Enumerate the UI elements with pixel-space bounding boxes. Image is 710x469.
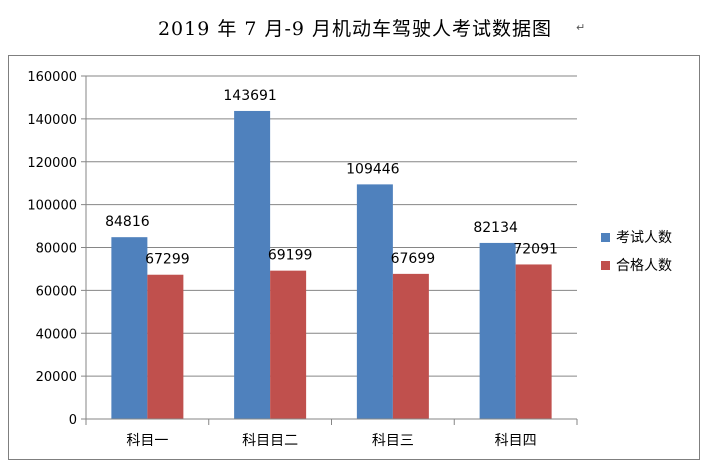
chart-area: 0 20000 40000 60000 80000 100000 120000 140000 1… [8, 55, 700, 460]
axes: 0 20000 40000 60000 80000 100000 120000 140000 1… [27, 70, 578, 449]
chart-canvas: 0 20000 40000 60000 80000 100000 120000 140000 1… [27, 70, 672, 449]
bars [111, 110, 552, 420]
data-labels: 84816 143691 109446 82134 67299 69199 67699 720… [105, 88, 558, 268]
data-label: 72091 [513, 241, 558, 257]
data-label: 143691 [223, 88, 276, 104]
data-label: 67699 [391, 251, 436, 267]
data-label: 69199 [268, 248, 313, 264]
y-tick-label: 160000 [27, 70, 77, 85]
bar-exam-count [111, 237, 148, 419]
x-category-label: 科目一 [126, 433, 168, 449]
paragraph-mark-icon: ↵ [576, 21, 586, 34]
bar-exam-count [234, 110, 271, 420]
legend-label: 合格人数 [616, 258, 672, 274]
bar-pass-count [515, 264, 552, 419]
legend-label: 考试人数 [616, 230, 672, 246]
x-category-label: 科目四 [495, 433, 537, 449]
bar-pass-count [147, 274, 184, 419]
data-label: 109446 [346, 161, 400, 177]
bar-exam-count [356, 184, 393, 419]
x-category-label: 科目目二 [242, 433, 298, 449]
legend-swatch [601, 261, 610, 270]
x-category-label: 科目三 [372, 433, 414, 449]
y-tick-label: 20000 [36, 370, 77, 385]
data-label: 84816 [105, 214, 150, 230]
bar-pass-count [270, 270, 307, 419]
y-tick-label: 140000 [27, 113, 77, 128]
data-label: 82134 [473, 220, 518, 236]
y-tick-label: 120000 [27, 156, 77, 171]
y-tick-label: 60000 [36, 284, 77, 299]
data-label: 67299 [145, 252, 190, 268]
y-tick-label: 80000 [36, 242, 77, 257]
y-tick-label: 0 [69, 413, 77, 428]
y-tick-label: 40000 [36, 327, 77, 342]
bar-exam-count [479, 242, 516, 419]
y-tick-label: 100000 [27, 199, 77, 214]
chart-title: 2019 年 7 月-9 月机动车驾驶人考试数据图 [157, 18, 553, 40]
bar-pass-count [392, 273, 429, 419]
legend-swatch [601, 233, 610, 242]
